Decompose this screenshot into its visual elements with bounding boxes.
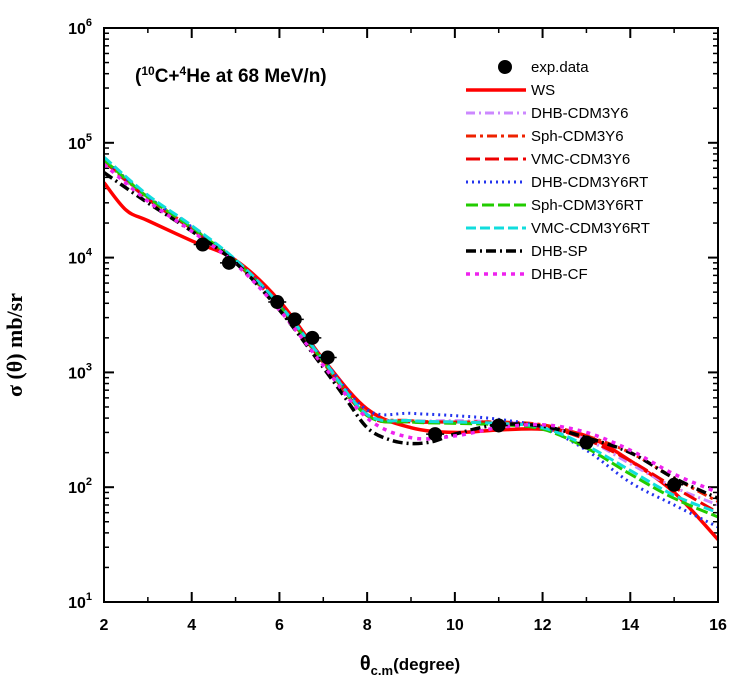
legend-label-dhb-cdm3y6: DHB-CDM3Y6 <box>531 105 629 122</box>
exp-data-point <box>270 295 285 310</box>
legend: exp.data WS DHB-CDM3Y6 Sph-CDM3Y6 VMC-CDM3Y6… <box>466 59 650 283</box>
legend-label-ws: WS <box>531 82 555 99</box>
y-tick-label: 105 <box>68 132 92 153</box>
exp-data-point <box>579 435 594 450</box>
x-tick-label: 14 <box>621 617 639 634</box>
x-tick-label: 4 <box>187 617 196 634</box>
x-tick-label: 8 <box>363 617 372 634</box>
exp-data-points <box>193 237 684 492</box>
exp-data-point <box>305 330 320 345</box>
y-tick-label: 104 <box>68 247 93 268</box>
x-axis-label: θc.m(degree) <box>360 653 460 678</box>
exp-data-point <box>320 350 335 365</box>
exp-data-point <box>195 237 210 252</box>
legend-label-vmc-cdm3y6rt: VMC-CDM3Y6RT <box>531 220 650 237</box>
x-tick-label: 12 <box>534 617 552 634</box>
series-line-dhb-sp <box>104 171 718 500</box>
legend-label-vmc-cdm3y6: VMC-CDM3Y6 <box>531 151 630 168</box>
x-tick-label: 2 <box>100 617 109 634</box>
chart-title: (10C+4He at 68 MeV/n) <box>135 64 327 87</box>
series-line-sph-cdm3y6rt <box>104 158 718 519</box>
legend-label-sph-cdm3y6: Sph-CDM3Y6 <box>531 128 624 145</box>
legend-label-exp-data: exp.data <box>531 59 589 76</box>
legend-label-dhb-sp: DHB-SP <box>531 243 588 260</box>
exp-data-point <box>667 477 682 492</box>
x-tick-label: 10 <box>446 617 464 634</box>
plot-frame <box>103 27 719 603</box>
x-tick-label: 16 <box>709 617 727 634</box>
series-line-vmc-cdm3y6rt <box>104 156 718 515</box>
x-tick-label: 6 <box>275 617 284 634</box>
y-tick-label: 101 <box>68 591 92 612</box>
legend-label-dhb-cdm3y6rt: DHB-CDM3Y6RT <box>531 174 648 191</box>
legend-label-sph-cdm3y6rt: Sph-CDM3Y6RT <box>531 197 643 214</box>
exp-data-point <box>287 312 302 327</box>
y-tick-label: 103 <box>68 361 92 382</box>
y-axis-label: σ (θ) mb/sr <box>2 293 27 397</box>
exp-data-point <box>491 418 506 433</box>
y-tick-label: 106 <box>68 17 92 38</box>
exp-data-point <box>221 255 236 270</box>
legend-marker-exp-data <box>498 60 512 74</box>
legend-label-dhb-cf: DHB-CF <box>531 266 588 283</box>
exp-data-point <box>428 427 443 442</box>
y-tick-label: 102 <box>68 476 92 497</box>
